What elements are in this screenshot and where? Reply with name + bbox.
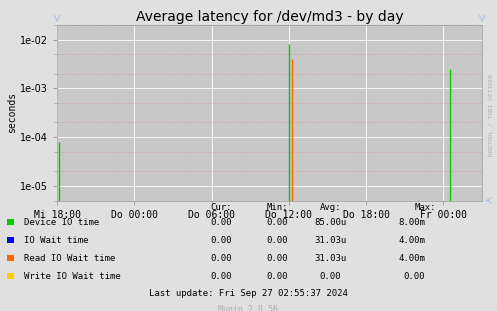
Text: 0.00: 0.00 [210,218,232,226]
Text: Cur:: Cur: [210,203,232,212]
Text: 0.00: 0.00 [266,272,288,281]
Text: 85.00u: 85.00u [315,218,346,226]
Text: Avg:: Avg: [320,203,341,212]
Text: Munin 2.0.56: Munin 2.0.56 [219,305,278,311]
Text: RRDTOOL / TOBI OETIKER: RRDTOOL / TOBI OETIKER [489,74,494,156]
Text: 31.03u: 31.03u [315,254,346,262]
Text: Last update: Fri Sep 27 02:55:37 2024: Last update: Fri Sep 27 02:55:37 2024 [149,289,348,298]
Text: Device IO time: Device IO time [24,218,99,226]
Text: 0.00: 0.00 [210,236,232,244]
Text: Write IO Wait time: Write IO Wait time [24,272,121,281]
Text: 4.00m: 4.00m [398,236,425,244]
Text: 4.00m: 4.00m [398,254,425,262]
Text: 0.00: 0.00 [320,272,341,281]
Text: 0.00: 0.00 [210,254,232,262]
Text: Max:: Max: [414,203,436,212]
Text: 8.00m: 8.00m [398,218,425,226]
Text: 0.00: 0.00 [266,218,288,226]
Text: IO Wait time: IO Wait time [24,236,88,244]
Text: 0.00: 0.00 [404,272,425,281]
Text: 0.00: 0.00 [266,254,288,262]
Text: 0.00: 0.00 [210,272,232,281]
Text: 0.00: 0.00 [266,236,288,244]
Text: 31.03u: 31.03u [315,236,346,244]
Y-axis label: seconds: seconds [7,92,17,133]
Text: Read IO Wait time: Read IO Wait time [24,254,115,262]
Title: Average latency for /dev/md3 - by day: Average latency for /dev/md3 - by day [136,10,404,24]
Text: Min:: Min: [266,203,288,212]
